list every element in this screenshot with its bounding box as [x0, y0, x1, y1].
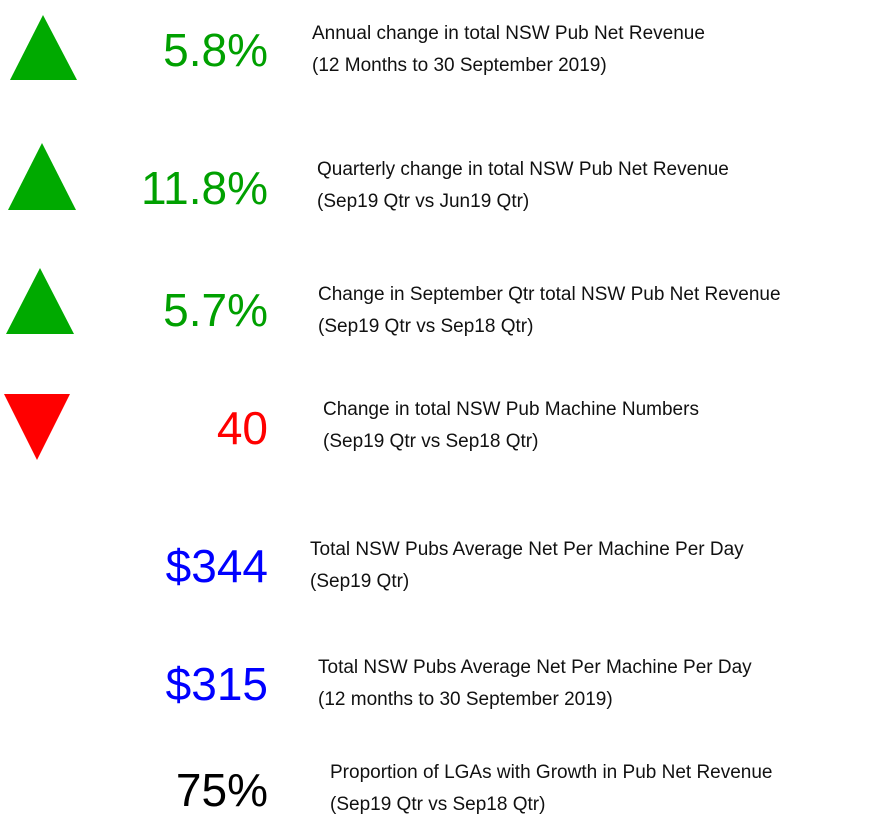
up-arrow — [8, 143, 76, 210]
kpi-label: Proportion of LGAs with Growth in Pub Ne… — [330, 762, 773, 783]
kpi-value: 11.8% — [140, 162, 268, 214]
kpi-label: Change in total NSW Pub Machine Numbers — [323, 399, 699, 420]
kpi-label: Annual change in total NSW Pub Net Reven… — [312, 23, 705, 44]
kpi-value: 5.7% — [163, 284, 268, 336]
up-arrow — [10, 15, 77, 80]
kpi-label: (Sep19 Qtr vs Sep18 Qtr) — [323, 431, 539, 452]
kpi-label: (12 months to 30 September 2019) — [318, 689, 613, 710]
up-arrow — [6, 268, 74, 334]
kpi-label: Change in September Qtr total NSW Pub Ne… — [318, 284, 781, 305]
kpi-label: (12 Months to 30 September 2019) — [312, 55, 607, 76]
down-arrow — [4, 394, 70, 460]
kpi-label: (Sep19 Qtr) — [310, 571, 410, 592]
kpi-label: Total NSW Pubs Average Net Per Machine P… — [310, 539, 744, 560]
kpi-label: Total NSW Pubs Average Net Per Machine P… — [318, 657, 752, 678]
kpi-value: 40 — [216, 402, 268, 454]
kpi-value: 5.8% — [163, 24, 268, 76]
kpi-value: 75% — [175, 764, 268, 814]
kpi-label: (Sep19 Qtr vs Jun19 Qtr) — [317, 191, 530, 212]
kpi-label: (Sep19 Qtr vs Sep18 Qtr) — [330, 794, 546, 814]
kpi-label: Quarterly change in total NSW Pub Net Re… — [317, 159, 729, 180]
kpi-label: (Sep19 Qtr vs Sep18 Qtr) — [318, 316, 534, 337]
kpi-value: $315 — [165, 658, 268, 710]
kpi-value: $344 — [165, 540, 268, 592]
